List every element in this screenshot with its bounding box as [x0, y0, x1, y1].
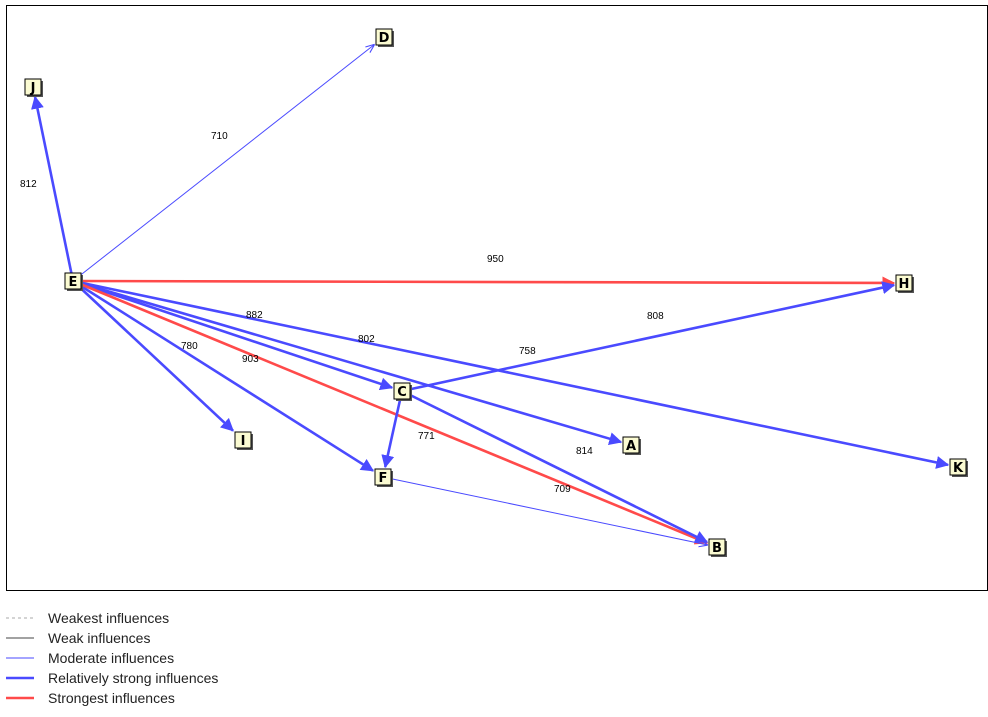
edge-C-B: [401, 389, 709, 544]
edge-C-H: [401, 281, 896, 393]
edge-F-B: [382, 476, 707, 545]
edge-E-B: [72, 279, 709, 545]
node-box-D: [375, 28, 393, 46]
node-K[interactable]: K: [949, 458, 968, 477]
node-box-H: [895, 274, 913, 292]
node-J[interactable]: J: [24, 78, 43, 97]
node-label-C: C: [397, 385, 407, 400]
node-C[interactable]: C: [393, 382, 412, 401]
edge-label-F-B: 709: [554, 484, 571, 495]
node-box-E: [64, 272, 82, 290]
legend-label-relatively_strong: Relatively strong influences: [48, 670, 218, 686]
node-D[interactable]: D: [375, 28, 394, 47]
node-label-B: B: [712, 541, 722, 556]
node-box-J: [24, 78, 42, 96]
legend-label-moderate: Moderate influences: [48, 650, 174, 666]
edge-label-E-I: 780: [181, 341, 198, 352]
node-label-D: D: [379, 31, 390, 46]
edge-label-E-F: 903: [242, 354, 259, 365]
node-E[interactable]: E: [64, 272, 83, 291]
edge-E-C: [72, 279, 394, 391]
node-I[interactable]: I: [234, 431, 253, 450]
node-H[interactable]: H: [895, 274, 914, 293]
legend-label-strongest: Strongest influences: [48, 690, 175, 706]
node-box-F: [374, 468, 392, 486]
node-label-E: E: [69, 275, 78, 290]
node-label-H: H: [899, 277, 910, 292]
node-label-I: I: [241, 434, 246, 449]
edge-label-E-J: 812: [20, 179, 37, 190]
node-label-K: K: [953, 461, 964, 476]
edge-label-C-H: 808: [647, 311, 664, 322]
node-box-B: [708, 538, 726, 556]
graph-border: [6, 5, 988, 591]
influence-graph: 812 710 950 882 802 758 780 903 808 771 814 709 E J D…: [6, 5, 988, 591]
edge-E-D: [72, 45, 374, 282]
edge-E-A: [72, 279, 623, 445]
node-A[interactable]: A: [622, 436, 641, 455]
node-box-A: [622, 436, 640, 454]
node-label-J: J: [30, 81, 36, 96]
node-box-K: [949, 458, 967, 476]
legend-label-weakest: Weakest influences: [48, 610, 169, 626]
edge-label-E-C: 882: [246, 310, 263, 321]
edge-C-F: [381, 390, 404, 469]
edge-label-E-H: 950: [487, 254, 504, 265]
edge-E-J: [31, 95, 75, 282]
node-box-C: [393, 382, 411, 400]
edge-label-E-D: 710: [211, 131, 228, 142]
edge-label-C-B: 814: [576, 446, 593, 457]
legend: Weakest influences Weak influences Moderat…: [6, 610, 218, 706]
edge-label-E-A: 802: [358, 334, 375, 345]
edge-label-E-K: 758: [519, 346, 536, 357]
node-F[interactable]: F: [374, 468, 393, 487]
edge-E-F: [72, 279, 375, 472]
node-B[interactable]: B: [708, 538, 727, 557]
legend-label-weak: Weak influences: [48, 630, 150, 646]
node-label-F: F: [379, 471, 388, 486]
edge-E-I: [72, 280, 234, 432]
node-box-I: [234, 431, 252, 449]
edge-E-K: [72, 279, 950, 469]
edge-label-C-F: 771: [418, 431, 435, 442]
node-label-A: A: [626, 439, 636, 454]
edge-E-H: [72, 276, 896, 290]
